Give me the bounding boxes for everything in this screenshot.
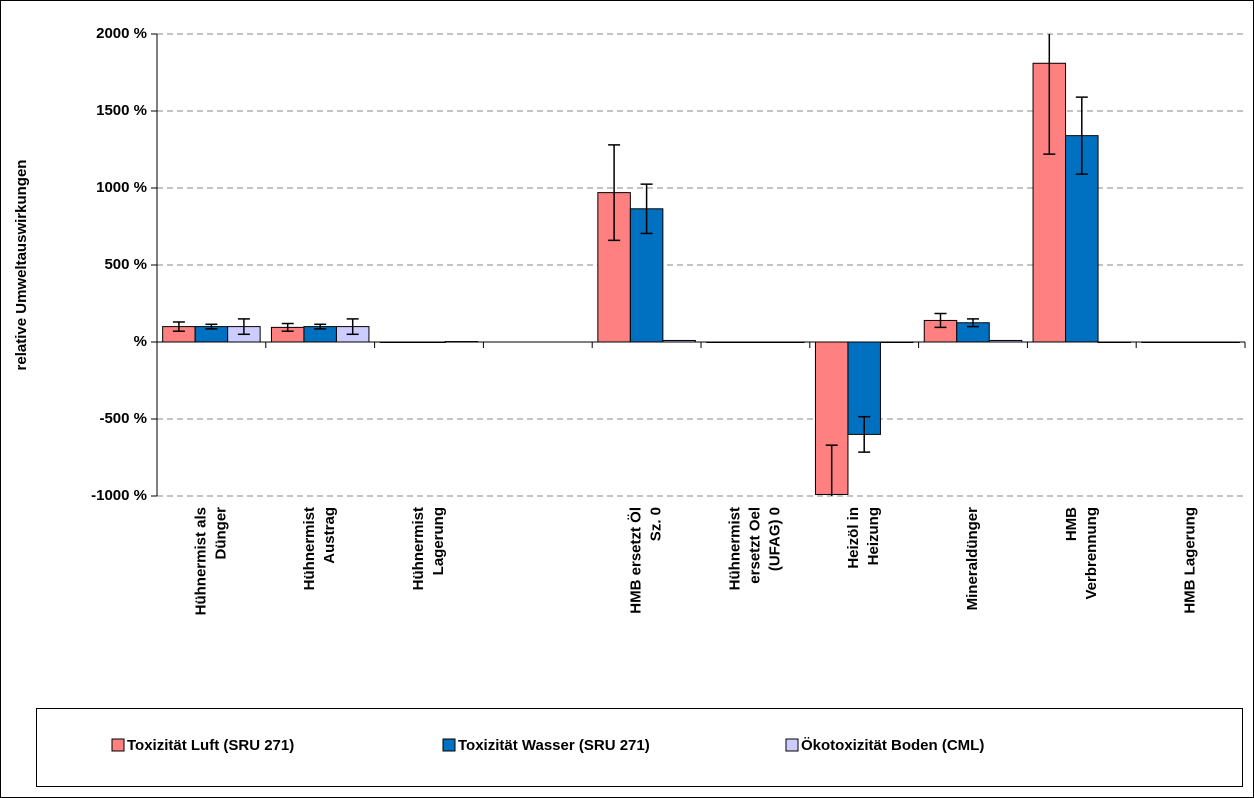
legend-swatch xyxy=(442,738,456,752)
x-tick-label: Mineraldünger xyxy=(964,507,981,611)
y-tick-label: 500 % xyxy=(104,256,147,273)
legend-label: Ökotoxizität Boden (CML) xyxy=(801,737,984,754)
x-tick-label: HMB Verbrennung xyxy=(1063,507,1100,600)
y-tick-label: -500 % xyxy=(99,410,147,427)
legend-label: Toxizität Luft (SRU 271) xyxy=(127,737,294,754)
error-bar xyxy=(967,318,979,328)
error-bar xyxy=(1075,96,1088,175)
error-bar xyxy=(858,415,871,453)
y-tick-label: % xyxy=(134,333,147,350)
y-axis-label: relative Umweltauswirkungen xyxy=(13,160,30,371)
legend-swatch xyxy=(785,738,799,752)
error-bar xyxy=(825,444,838,496)
x-tick-label: Heizöl in Heizung xyxy=(845,507,882,569)
error-bar xyxy=(934,312,947,329)
error-bar xyxy=(1043,34,1056,155)
x-tick-label: Hühnermist ersetzt Oel (UFAG) 0 xyxy=(726,507,783,590)
error-bar xyxy=(346,318,359,336)
legend-label: Toxizität Wasser (SRU 271) xyxy=(458,737,650,754)
error-bar xyxy=(314,323,327,330)
x-tick-label: HMB ersetzt Öl Sz. 0 xyxy=(628,507,665,614)
error-bar xyxy=(237,318,250,336)
error-bar xyxy=(281,322,294,332)
error-bar xyxy=(205,323,218,330)
y-tick-label: -1000 % xyxy=(91,487,147,504)
x-tick-label: HMB Lagerung xyxy=(1182,507,1199,614)
x-tick-label: Hühnermist Lagerung xyxy=(410,507,447,590)
legend-swatch xyxy=(111,738,125,752)
x-tick-label: Hühnermist als Dünger xyxy=(192,507,229,616)
error-bar xyxy=(640,183,653,235)
y-tick-label: 1500 % xyxy=(96,102,147,119)
error-bar xyxy=(172,321,185,332)
y-tick-label: 2000 % xyxy=(96,25,147,42)
legend-box xyxy=(36,708,1243,787)
error-bar xyxy=(608,144,621,242)
x-tick-label: Hühnermist Austrag xyxy=(301,507,338,590)
y-tick-label: 1000 % xyxy=(96,179,147,196)
